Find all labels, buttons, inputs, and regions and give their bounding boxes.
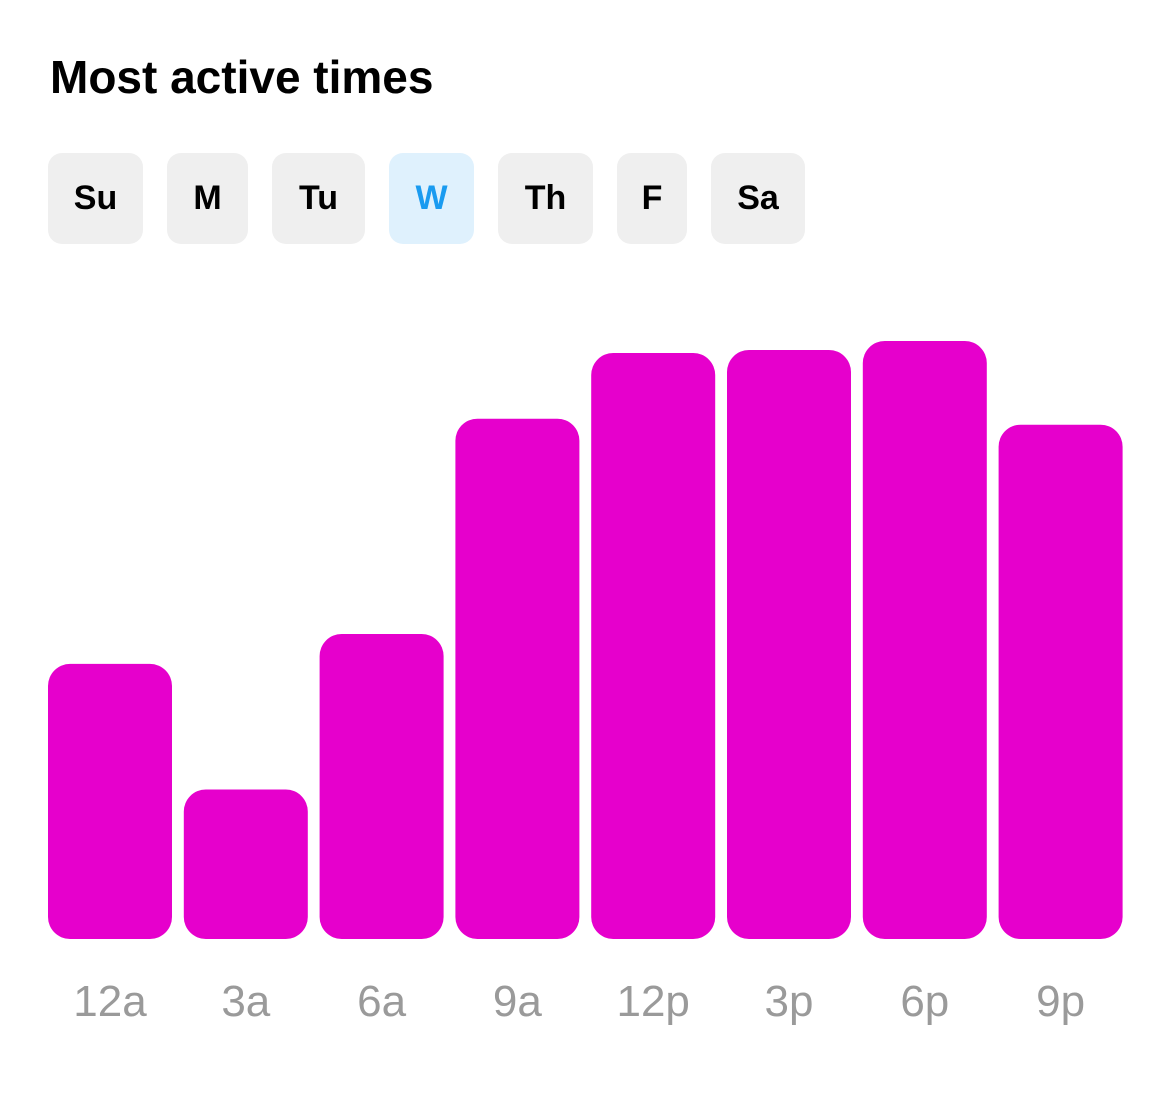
bar-9a <box>455 418 580 939</box>
day-tab-sunday[interactable]: Su <box>48 153 143 244</box>
day-tab-thursday[interactable]: Th <box>498 153 593 244</box>
day-tab-tuesday[interactable]: Tu <box>272 153 365 244</box>
bar-12a <box>48 663 172 939</box>
x-tick-label-9p: 9p <box>1036 977 1085 1026</box>
day-tab-saturday[interactable]: Sa <box>711 153 805 244</box>
x-tick-label-9a: 9a <box>493 977 542 1026</box>
bar-3a <box>183 789 308 939</box>
x-tick-label-3p: 3p <box>765 977 814 1026</box>
bar-12p <box>591 353 716 939</box>
x-tick-label-3a: 3a <box>221 977 270 1026</box>
bar-6a <box>319 634 444 939</box>
bar-3p <box>727 350 851 939</box>
bar-6p <box>862 341 987 939</box>
x-tick-label-6a: 6a <box>357 977 406 1026</box>
day-tab-friday[interactable]: F <box>617 153 687 244</box>
page-title: Most active times <box>50 51 434 103</box>
bar-9p <box>998 424 1123 939</box>
day-tab-monday[interactable]: M <box>167 153 248 244</box>
x-tick-label-12a: 12a <box>73 977 147 1026</box>
day-tab-wednesday[interactable]: W <box>389 153 474 244</box>
x-tick-label-12p: 12p <box>616 977 689 1026</box>
x-tick-label-6p: 6p <box>900 977 949 1026</box>
